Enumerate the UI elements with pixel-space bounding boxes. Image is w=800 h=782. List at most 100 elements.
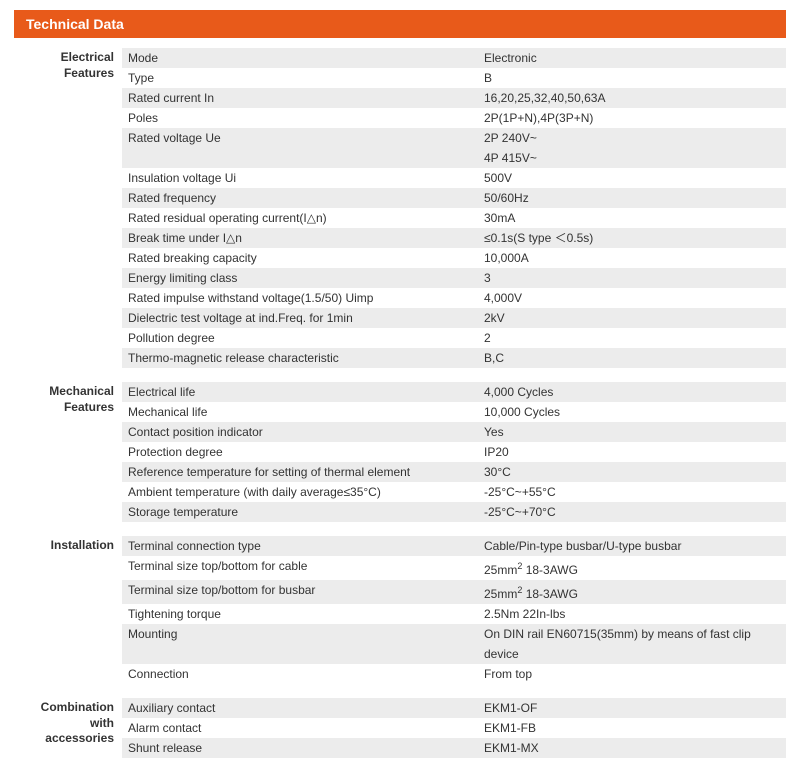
spec-label: Terminal size top/bottom for cable: [122, 556, 478, 580]
spec-label: Auxiliary contact: [122, 698, 478, 718]
spec-row: Storage temperature-25°C~+70°C: [122, 502, 786, 522]
spec-value: -25°C~+55°C: [478, 482, 786, 502]
spec-value: 10,000 Cycles: [478, 402, 786, 422]
spec-value: Yes: [478, 422, 786, 442]
spec-label: Tightening torque: [122, 604, 478, 624]
spec-value: 2P(1P+N),4P(3P+N): [478, 108, 786, 128]
spec-label: Rated current In: [122, 88, 478, 108]
spec-value: 25mm2 18-3AWG: [478, 556, 786, 580]
spec-row: Thermo-magnetic release characteristicB,…: [122, 348, 786, 368]
spec-label: Rated residual operating current(I△n): [122, 208, 478, 228]
section-title: Combinationwithaccessories: [14, 698, 122, 758]
spec-section: InstallationTerminal connection typeCabl…: [14, 536, 786, 684]
spec-value: 16,20,25,32,40,50,63A: [478, 88, 786, 108]
section-title: MechanicalFeatures: [14, 382, 122, 522]
spec-row: Ambient temperature (with daily average≤…: [122, 482, 786, 502]
spec-value: 30°C: [478, 462, 786, 482]
spec-section: CombinationwithaccessoriesAuxiliary cont…: [14, 698, 786, 758]
spec-value: IP20: [478, 442, 786, 462]
spec-row: 4P 415V~: [122, 148, 786, 168]
spec-row: Shunt releaseEKM1-MX: [122, 738, 786, 758]
spec-row: Rated residual operating current(I△n)30m…: [122, 208, 786, 228]
spec-row: MountingOn DIN rail EN60715(35mm) by mea…: [122, 624, 786, 664]
spec-row: Protection degreeIP20: [122, 442, 786, 462]
section-body: Auxiliary contactEKM1-OFAlarm contactEKM…: [122, 698, 786, 758]
spec-label: Pollution degree: [122, 328, 478, 348]
section-title: ElectricalFeatures: [14, 48, 122, 368]
spec-value: 2kV: [478, 308, 786, 328]
spec-row: Terminal connection typeCable/Pin-type b…: [122, 536, 786, 556]
spec-row: ConnectionFrom top: [122, 664, 786, 684]
spec-row: Tightening torque2.5Nm 22In-lbs: [122, 604, 786, 624]
section-body: Electrical life4,000 CyclesMechanical li…: [122, 382, 786, 522]
spec-value: EKM1-FB: [478, 718, 786, 738]
spec-row: Alarm contactEKM1-FB: [122, 718, 786, 738]
spec-label: Mode: [122, 48, 478, 68]
spec-value: 4,000V: [478, 288, 786, 308]
spec-value: From top: [478, 664, 786, 684]
spec-value: Electronic: [478, 48, 786, 68]
spec-value: 4P 415V~: [478, 148, 786, 168]
spec-value: 2P 240V~: [478, 128, 786, 148]
spec-row: Rated breaking capacity10,000A: [122, 248, 786, 268]
spec-row: TypeB: [122, 68, 786, 88]
spec-row: Rated impulse withstand voltage(1.5/50) …: [122, 288, 786, 308]
spec-row: Terminal size top/bottom for cable25mm2 …: [122, 556, 786, 580]
spec-value: B: [478, 68, 786, 88]
spec-label: Type: [122, 68, 478, 88]
spec-row: Dielectric test voltage at ind.Freq. for…: [122, 308, 786, 328]
spec-label: Reference temperature for setting of the…: [122, 462, 478, 482]
spec-row: Mechanical life10,000 Cycles: [122, 402, 786, 422]
spec-row: Poles2P(1P+N),4P(3P+N): [122, 108, 786, 128]
spec-row: Insulation voltage Ui500V: [122, 168, 786, 188]
spec-row: Rated voltage Ue2P 240V~: [122, 128, 786, 148]
spec-label: Thermo-magnetic release characteristic: [122, 348, 478, 368]
spec-value: EKM1-OF: [478, 698, 786, 718]
spec-label: Dielectric test voltage at ind.Freq. for…: [122, 308, 478, 328]
spec-label: Rated frequency: [122, 188, 478, 208]
spec-label: Terminal connection type: [122, 536, 478, 556]
spec-row: Break time under I△n≤0.1s(S type ＜0.5s): [122, 228, 786, 248]
page-header: Technical Data: [14, 10, 786, 38]
spec-value: ≤0.1s(S type ＜0.5s): [478, 228, 786, 248]
spec-label: Contact position indicator: [122, 422, 478, 442]
spec-section: ElectricalFeaturesModeElectronicTypeBRat…: [14, 48, 786, 368]
spec-label: Rated voltage Ue: [122, 128, 478, 148]
spec-label: Rated impulse withstand voltage(1.5/50) …: [122, 288, 478, 308]
spec-row: Auxiliary contactEKM1-OF: [122, 698, 786, 718]
section-body: Terminal connection typeCable/Pin-type b…: [122, 536, 786, 684]
spec-value: 30mA: [478, 208, 786, 228]
spec-row: Rated current In16,20,25,32,40,50,63A: [122, 88, 786, 108]
spec-value: 25mm2 18-3AWG: [478, 580, 786, 604]
section-body: ModeElectronicTypeBRated current In16,20…: [122, 48, 786, 368]
spec-label: Storage temperature: [122, 502, 478, 522]
spec-label: Protection degree: [122, 442, 478, 462]
spec-value: 10,000A: [478, 248, 786, 268]
spec-row: Terminal size top/bottom for busbar25mm2…: [122, 580, 786, 604]
spec-label: Mechanical life: [122, 402, 478, 422]
spec-label: Break time under I△n: [122, 228, 478, 248]
spec-row: ModeElectronic: [122, 48, 786, 68]
spec-label: Insulation voltage Ui: [122, 168, 478, 188]
spec-label: Mounting: [122, 624, 478, 664]
sections-container: ElectricalFeaturesModeElectronicTypeBRat…: [14, 48, 786, 758]
spec-label: Connection: [122, 664, 478, 684]
spec-value: 2: [478, 328, 786, 348]
spec-label: Shunt release: [122, 738, 478, 758]
spec-label: Alarm contact: [122, 718, 478, 738]
spec-label: Electrical life: [122, 382, 478, 402]
spec-value: 4,000 Cycles: [478, 382, 786, 402]
spec-label: Poles: [122, 108, 478, 128]
spec-row: Contact position indicatorYes: [122, 422, 786, 442]
spec-label: Rated breaking capacity: [122, 248, 478, 268]
spec-row: Pollution degree2: [122, 328, 786, 348]
spec-value: 50/60Hz: [478, 188, 786, 208]
spec-value: -25°C~+70°C: [478, 502, 786, 522]
spec-label: [122, 148, 478, 168]
spec-value: Cable/Pin-type busbar/U-type busbar: [478, 536, 786, 556]
spec-row: Electrical life4,000 Cycles: [122, 382, 786, 402]
spec-value: On DIN rail EN60715(35mm) by means of fa…: [478, 624, 786, 664]
spec-value: 3: [478, 268, 786, 288]
spec-value: B,C: [478, 348, 786, 368]
spec-row: Reference temperature for setting of the…: [122, 462, 786, 482]
